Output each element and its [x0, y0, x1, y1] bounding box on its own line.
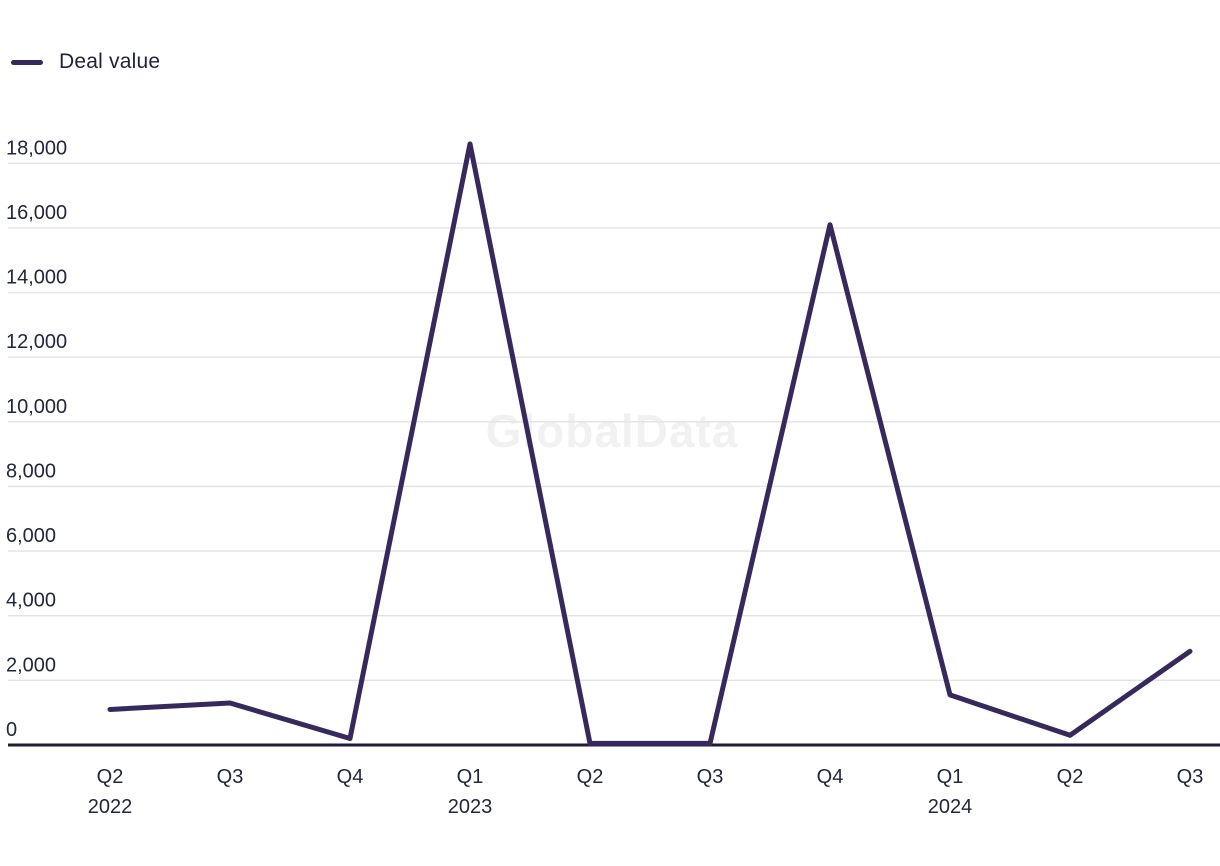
x-tick-label: Q3 — [1177, 766, 1204, 788]
y-tick-label: 2,000 — [6, 654, 56, 676]
x-tick-label: Q2 — [577, 766, 604, 788]
y-tick-label: 4,000 — [6, 590, 56, 612]
y-tick-label: 6,000 — [6, 525, 56, 547]
x-tick-label: Q2 — [1057, 766, 1084, 788]
x-tick-label: Q1 — [937, 766, 964, 788]
y-tick-label: 10,000 — [6, 396, 67, 418]
x-year-label: 2022 — [88, 796, 133, 818]
x-tick-label: Q4 — [817, 766, 844, 788]
x-tick-label: Q3 — [217, 766, 244, 788]
y-tick-label: 12,000 — [6, 331, 67, 353]
x-tick-label: Q2 — [97, 766, 124, 788]
y-tick-label: 0 — [6, 719, 17, 741]
x-tick-label: Q1 — [457, 766, 484, 788]
y-tick-label: 16,000 — [6, 202, 67, 224]
y-tick-label: 18,000 — [6, 137, 67, 159]
y-tick-label: 14,000 — [6, 267, 67, 289]
x-year-label: 2023 — [448, 796, 493, 818]
deal-value-series-line[interactable] — [107, 141, 1193, 746]
y-tick-label: 8,000 — [6, 460, 56, 482]
legend-line-swatch — [11, 59, 43, 65]
legend-label: Deal value — [59, 50, 161, 73]
x-tick-label: Q4 — [337, 766, 364, 788]
x-year-label: 2024 — [928, 796, 973, 818]
x-tick-label: Q3 — [697, 766, 724, 788]
legend-item-deal-value[interactable]: Deal value — [11, 50, 160, 74]
